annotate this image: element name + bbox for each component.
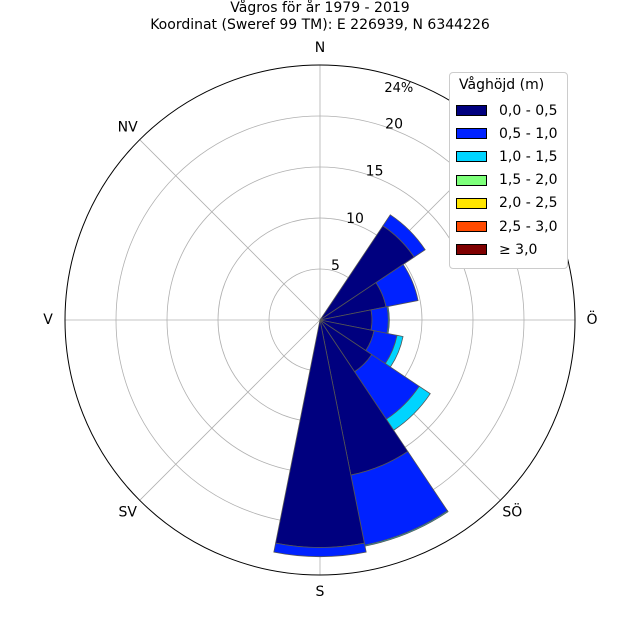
legend-label-4: 1,5 - 2,0 <box>499 172 558 189</box>
direction-label: Ö <box>586 310 597 328</box>
legend-label-2: 0,5 - 1,0 <box>499 125 558 142</box>
legend-swatch-4 <box>456 174 487 186</box>
radial-tick-label: 10 <box>346 211 364 227</box>
legend-entry-7: ≥ 3,0 <box>456 238 567 261</box>
direction-label: SÖ <box>502 502 522 520</box>
legend-entry-3: 1,0 - 1,5 <box>456 145 567 168</box>
rose-bar-segment <box>375 263 419 308</box>
direction-label: V <box>43 312 53 328</box>
legend-label-5: 2,0 - 2,5 <box>499 195 558 212</box>
direction-label: SV <box>118 504 137 520</box>
rose-bar-segment <box>273 542 367 558</box>
legend-swatch-6 <box>456 221 487 233</box>
rose-bar-segment <box>382 214 426 258</box>
legend-swatch-5 <box>456 197 487 209</box>
chart-title: Vågros för år 1979 - 2019 Koordinat (Swe… <box>0 0 640 34</box>
direction-label: NV <box>118 120 138 136</box>
radial-tick-label: 5 <box>331 258 340 274</box>
legend-swatch-2 <box>456 128 487 140</box>
legend-entry-5: 2,0 - 2,5 <box>456 192 567 215</box>
legend: Våghöjd (m) 0,0 - 0,5 0,5 - 1,0 1,0 - 1,… <box>449 72 568 269</box>
radial-tick-label: 20 <box>385 117 403 133</box>
legend-swatch-3 <box>456 151 487 163</box>
legend-entry-2: 0,5 - 1,0 <box>456 122 567 145</box>
grid-spoke <box>139 319 321 501</box>
legend-title: Våghöjd (m) <box>459 77 545 93</box>
legend-label-6: 2,5 - 3,0 <box>499 218 558 235</box>
legend-entry-1: 0,0 - 0,5 <box>456 99 567 122</box>
rose-bar-segment <box>370 306 389 334</box>
radial-max-label: 24% <box>384 81 413 96</box>
direction-label: S <box>316 584 325 600</box>
legend-entry-4: 1,5 - 2,0 <box>456 169 567 192</box>
grid-spoke <box>139 139 321 321</box>
direction-label: N <box>315 40 325 56</box>
legend-label-7: ≥ 3,0 <box>499 241 538 258</box>
legend-swatch-1 <box>456 105 487 117</box>
legend-entry-6: 2,5 - 3,0 <box>456 215 567 238</box>
title-line-2: Koordinat (Sweref 99 TM): E 226939, N 63… <box>150 17 490 33</box>
legend-label-3: 1,0 - 1,5 <box>499 148 558 165</box>
legend-swatch-7 <box>456 244 487 256</box>
rose-bars <box>273 214 449 558</box>
title-line-1: Vågros för år 1979 - 2019 <box>230 0 410 16</box>
radial-tick-label: 15 <box>366 164 384 180</box>
legend-label-1: 0,0 - 0,5 <box>499 102 558 119</box>
outer-ring <box>64 64 576 576</box>
